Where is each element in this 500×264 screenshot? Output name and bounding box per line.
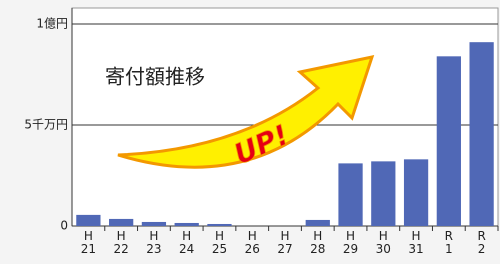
y-tick-label: 5千万円 <box>24 118 68 132</box>
bar <box>109 219 133 226</box>
x-tick-label: H 25 <box>204 230 234 256</box>
bar <box>175 223 199 226</box>
x-tick-label: H 21 <box>73 230 103 256</box>
x-tick-label: H 30 <box>368 230 398 256</box>
bar <box>338 163 362 226</box>
chart: UP! 寄付額推移 05千万円1億円 H 21H 22H 23H 24H 25H… <box>0 0 500 264</box>
bar <box>371 161 395 226</box>
bar <box>469 42 493 226</box>
bar <box>207 224 231 226</box>
bar <box>306 220 330 226</box>
x-tick-label: H 24 <box>172 230 202 256</box>
bar <box>76 215 100 226</box>
bar <box>437 56 461 226</box>
bar <box>404 159 428 226</box>
x-tick-label: H 26 <box>237 230 267 256</box>
x-tick-label: H 28 <box>303 230 333 256</box>
x-tick-label: R 2 <box>467 230 497 256</box>
x-tick-label: H 27 <box>270 230 300 256</box>
x-tick-label: H 23 <box>139 230 169 256</box>
x-tick-label: H 29 <box>336 230 366 256</box>
bar <box>142 222 166 226</box>
x-tick-label: R 1 <box>434 230 464 256</box>
y-tick-label: 1億円 <box>36 17 68 31</box>
x-tick-label: H 22 <box>106 230 136 256</box>
chart-title: 寄付額推移 <box>105 65 205 89</box>
y-tick-label: 0 <box>60 219 68 233</box>
x-tick-label: H 31 <box>401 230 431 256</box>
chart-svg: UP! 寄付額推移 05千万円1億円 <box>0 0 500 264</box>
